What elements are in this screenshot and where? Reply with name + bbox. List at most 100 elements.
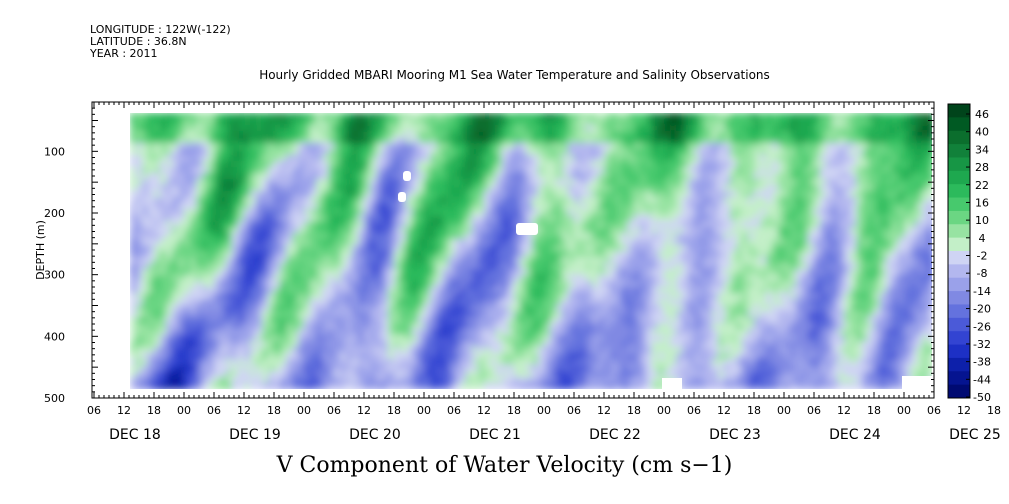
x-axis-label: V Component of Water Velocity (cm s−1) [276,453,733,478]
colorbar-segment [948,184,970,198]
chart-title: Hourly Gridded MBARI Mooring M1 Sea Wate… [259,68,770,82]
colorbar-segment [948,304,970,319]
x-tick-label: 06 [927,404,941,417]
x-day-label: DEC 23 [709,427,761,443]
x-tick-label: 12 [237,404,251,417]
x-tick-label: 18 [627,404,641,417]
x-tick-label: 18 [867,404,881,417]
y-tick-label: 100 [44,145,65,158]
colorbar-label: 4 [979,232,986,245]
colorbar-label: -32 [973,338,991,351]
colorbar-segment [948,157,970,172]
x-tick-label: 18 [267,404,281,417]
y-axis-label: DEPTH (m) [34,220,47,280]
x-tick-label: 18 [387,404,401,417]
x-tick-label: 12 [837,404,851,417]
colorbar-segment [948,344,970,359]
colorbar-segment [948,144,970,158]
x-tick-label: 00 [417,404,431,417]
colorbar: 46 40 34 28 22 16 10 4 -2 -8 -14 -20 -26 -32 -38 -44 -50 [947,103,991,404]
x-tick-label: 00 [177,404,191,417]
colorbar-label: -8 [977,267,988,280]
missing-data-patch [516,223,538,235]
colorbar-segment [948,331,970,345]
colorbar-label: -50 [973,391,991,404]
x-tick-label: 00 [897,404,911,417]
colorbar-label: 46 [975,108,989,121]
colorbar-segment [948,277,970,292]
colorbar-segment [948,117,970,132]
latitude-label: LATITUDE : 36.8N [90,35,187,48]
x-day-label: DEC 24 [829,427,881,443]
colorbar-segment [948,170,970,185]
colorbar-label: 10 [975,214,989,227]
colorbar-label: -20 [973,303,991,316]
colorbar-label: 22 [975,179,989,192]
y-tick-label: 300 [44,269,65,282]
year-label: YEAR : 2011 [90,47,158,60]
colorbar-label: 28 [975,161,989,174]
x-day-label: DEC 22 [589,427,641,443]
colorbar-label: 40 [975,126,989,139]
x-day-label: DEC 18 [109,427,161,443]
x-day-label: DEC 25 [949,427,1001,443]
x-tick-label: 12 [597,404,611,417]
colorbar-segment [948,371,970,386]
x-day-label: DEC 19 [229,427,281,443]
missing-data-patch [662,378,682,389]
y-tick-label: 400 [44,330,65,343]
x-tick-label: 06 [87,404,101,417]
colorbar-segment [948,251,970,265]
x-tick-label: 18 [747,404,761,417]
missing-data-patch [902,376,932,389]
colorbar-segment [948,224,970,239]
longitude-label: LONGITUDE : 122W(-122) [90,23,231,36]
colorbar-segment [948,291,970,305]
x-tick-label: 06 [807,404,821,417]
y-tick-label: 500 [44,392,65,405]
x-tick-label: 06 [327,404,341,417]
x-tick-label: 18 [507,404,521,417]
x-day-label: DEC 20 [349,427,401,443]
x-tick-label: 12 [477,404,491,417]
colorbar-segment [948,384,970,399]
x-tick-label: 12 [117,404,131,417]
x-tick-label: 12 [957,404,971,417]
x-axis: 06 12 18 00 06 12 18 00 06 12 18 00 06 12 18 00 06 12 18 00… [87,404,1001,443]
x-tick-label: 06 [687,404,701,417]
colorbar-segment [948,104,970,118]
x-tick-label: 00 [297,404,311,417]
x-tick-label: 00 [657,404,671,417]
x-tick-label: 00 [777,404,791,417]
x-day-label: DEC 21 [469,427,521,443]
y-tick-label: 200 [44,207,65,220]
x-tick-label: 00 [537,404,551,417]
colorbar-segment [948,197,970,212]
colorbar-label: 16 [975,196,989,209]
colorbar-segment [948,317,970,332]
colorbar-segment [948,130,970,145]
colorbar-label: -26 [973,320,991,333]
x-tick-label: 12 [357,404,371,417]
missing-data-patch [403,171,411,181]
colorbar-segment [948,210,970,225]
x-tick-label: 06 [447,404,461,417]
colorbar-label: -38 [973,356,991,369]
missing-data-patch [398,192,406,202]
colorbar-label: -2 [977,250,988,263]
x-minor-ticks [93,102,935,398]
x-tick-label: 12 [717,404,731,417]
colorbar-label: -14 [973,285,991,298]
colorbar-segment [948,237,970,252]
y-axis: 100 200 300 400 500 [44,101,934,405]
x-tick-label: 06 [567,404,581,417]
x-tick-label: 06 [207,404,221,417]
colorbar-segment [948,357,970,372]
velocity-field [130,113,932,389]
colorbar-label: 34 [975,143,989,156]
x-tick-label: 18 [147,404,161,417]
x-tick-label: 18 [987,404,1001,417]
colorbar-segment [948,264,970,279]
colorbar-label: -44 [973,373,991,386]
